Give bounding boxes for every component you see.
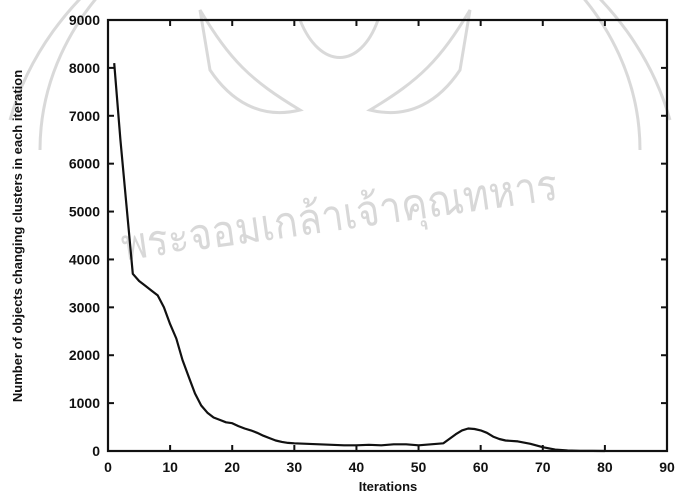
x-tick-label: 60 (473, 459, 489, 475)
y-tick-label: 0 (92, 443, 100, 459)
y-tick-label: 9000 (69, 12, 100, 28)
y-tick-label: 3000 (69, 299, 100, 315)
x-tick-label: 80 (597, 459, 613, 475)
y-tick-label: 6000 (69, 156, 100, 172)
plot-frame (106, 18, 669, 453)
y-tick-label: 2000 (69, 347, 100, 363)
x-tick-label: 0 (104, 459, 112, 475)
x-tick-label: 30 (287, 459, 303, 475)
x-tick-label: 20 (224, 459, 240, 475)
x-tick-labels: 0 10 20 30 40 50 60 70 80 90 (104, 459, 675, 475)
x-tick-label: 90 (659, 459, 675, 475)
x-tick-label: 10 (162, 459, 178, 475)
y-tick-label: 8000 (69, 60, 100, 76)
y-tick-labels: 0 1000 2000 3000 4000 5000 6000 7000 8000 9000 (69, 12, 100, 459)
x-tick-label: 40 (349, 459, 365, 475)
series-line (113, 63, 605, 453)
x-axis-label: Iterations (359, 479, 418, 494)
y-axis-label: Number of objects changing clusters in e… (10, 70, 25, 402)
x-tick-label: 50 (411, 459, 427, 475)
axis-ticks (107, 19, 668, 452)
y-tick-label: 1000 (69, 395, 100, 411)
y-tick-label: 4000 (69, 251, 100, 267)
x-tick-label: 70 (535, 459, 551, 475)
watermark-text: พระจอมเกล้าเจ้าคุณทหาร (118, 160, 561, 273)
y-tick-label: 5000 (69, 204, 100, 220)
y-tick-label: 7000 (69, 108, 100, 124)
